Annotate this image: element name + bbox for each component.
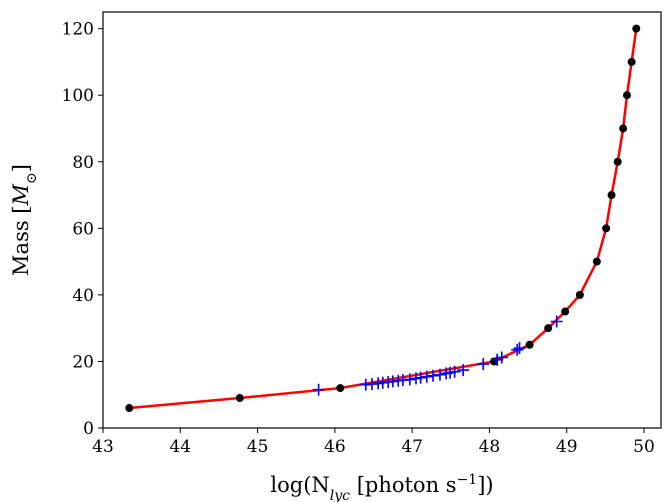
- point: [575, 290, 584, 299]
- point: [619, 124, 628, 133]
- x-tick-label: 44: [169, 437, 191, 457]
- x-axis-label-part: [photon s: [350, 473, 457, 497]
- point: [477, 358, 490, 371]
- y-axis-label-part: M: [9, 184, 33, 207]
- x-axis-label: log(Nlyc [photon s−1]): [270, 472, 493, 502]
- point: [433, 368, 446, 381]
- point: [336, 384, 345, 393]
- plot-frame: [102, 11, 662, 429]
- point: [550, 315, 563, 328]
- series-line: [129, 28, 638, 410]
- x-tick-label: 50: [633, 437, 655, 457]
- x-axis-label-part: log(N: [270, 473, 329, 497]
- x-tick-label: 49: [556, 437, 578, 457]
- y-tick-label: 80: [72, 153, 94, 173]
- point: [457, 364, 470, 377]
- point: [592, 257, 601, 266]
- y-axis-label-part: ]: [9, 164, 33, 172]
- x-tick-label: 47: [401, 437, 423, 457]
- point: [622, 91, 631, 100]
- y-tick-label: 120: [62, 20, 94, 40]
- point: [513, 342, 526, 355]
- y-axis-label-part: ⊙: [24, 172, 40, 184]
- x-tick-label: 45: [247, 437, 269, 457]
- point: [525, 340, 534, 349]
- point: [403, 373, 416, 386]
- point: [312, 383, 325, 396]
- point: [495, 351, 508, 364]
- y-axis-label-part: Mass [: [9, 206, 33, 276]
- y-tick-label: 0: [83, 419, 94, 439]
- y-tick-label: 40: [72, 286, 94, 306]
- y-tick-label: 100: [62, 86, 94, 106]
- point: [235, 394, 244, 403]
- point: [420, 370, 433, 383]
- y-axis-label: Mass [M⊙]: [9, 164, 40, 276]
- point: [602, 224, 611, 233]
- point: [448, 365, 461, 378]
- point: [627, 57, 636, 66]
- point: [511, 343, 524, 356]
- x-axis-label-part: lyc: [330, 488, 350, 502]
- point: [544, 324, 553, 333]
- y-tick-label: 60: [72, 219, 94, 239]
- point: [561, 307, 570, 316]
- x-tick-label: 48: [479, 437, 501, 457]
- point: [414, 371, 427, 384]
- x-tick-label: 46: [324, 437, 346, 457]
- y-tick-label: 20: [72, 352, 94, 372]
- point: [125, 404, 134, 413]
- x-tick-label: 43: [92, 437, 114, 457]
- x-axis-label-part: ]): [477, 473, 493, 497]
- point: [607, 191, 616, 200]
- point: [427, 369, 440, 382]
- point: [613, 157, 622, 166]
- point: [632, 24, 641, 33]
- x-axis-label-part: −1: [457, 472, 478, 488]
